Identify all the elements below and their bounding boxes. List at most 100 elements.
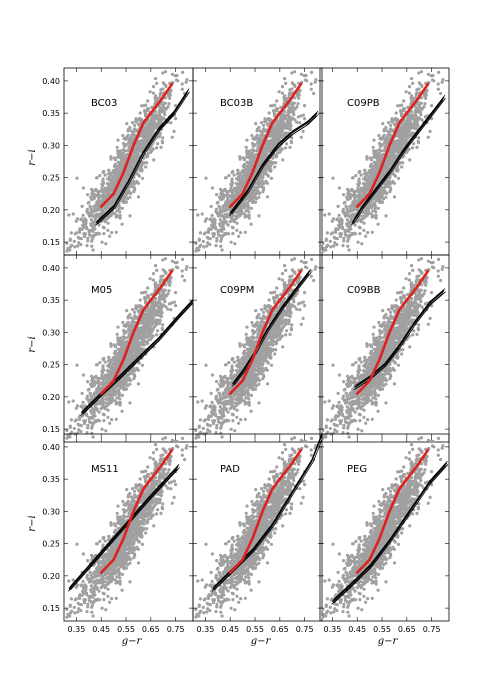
scatter-point <box>346 214 351 218</box>
scatter-point <box>121 151 125 155</box>
scatter-point <box>139 165 143 169</box>
scatter-point <box>297 96 301 100</box>
scatter-point <box>215 201 219 205</box>
scatter-point <box>130 185 135 189</box>
scatter-point <box>386 185 391 189</box>
scatter-point <box>137 174 141 178</box>
scatter-point <box>164 84 168 89</box>
scatter-point <box>69 245 73 249</box>
scatter-point <box>255 133 259 137</box>
scatter-point <box>362 211 366 215</box>
scatter-point <box>248 199 253 203</box>
scatter-point <box>403 123 407 127</box>
scatter-point <box>247 216 251 220</box>
scatter-point <box>392 146 396 150</box>
scatter-point <box>257 214 261 218</box>
scatter-point <box>383 189 387 193</box>
scatter-point <box>394 111 398 115</box>
scatter-point <box>257 163 261 167</box>
scatter-point <box>375 192 379 196</box>
scatter-point <box>150 116 154 120</box>
scatter-point <box>209 204 213 208</box>
scatter-point <box>67 213 71 217</box>
scatter-point <box>352 191 356 195</box>
scatter-point <box>331 217 335 221</box>
scatter-point <box>290 71 294 75</box>
scatter-point <box>369 165 373 169</box>
scatter-point <box>314 78 318 82</box>
scatter-point <box>242 165 246 169</box>
scatter-point <box>91 248 95 252</box>
scatter-point <box>180 82 184 86</box>
scatter-point <box>76 244 80 248</box>
scatter-point <box>101 225 105 229</box>
scatter-point <box>230 177 234 181</box>
scatter-point <box>255 197 259 201</box>
scatter-point <box>143 133 147 137</box>
scatter-point <box>309 82 313 86</box>
scatter-point <box>378 200 382 205</box>
scatter-point <box>90 237 94 241</box>
scatter-point <box>330 231 334 235</box>
scatter-point <box>239 212 243 216</box>
scatter-point <box>152 158 156 162</box>
scatter-point <box>69 231 73 235</box>
scatter-point <box>151 85 156 89</box>
scatter-point <box>237 234 241 238</box>
scatter-point <box>410 122 414 126</box>
scatter-point <box>206 241 210 245</box>
scatter-point <box>389 163 393 167</box>
scatter-point <box>335 242 339 247</box>
scatter-point <box>110 188 115 192</box>
scatter-point <box>150 292 154 296</box>
scatter-point <box>365 155 369 159</box>
scatter-point <box>106 192 110 196</box>
scatter-point <box>117 205 121 209</box>
scatter-point <box>363 168 367 172</box>
scatter-point <box>128 142 132 146</box>
scatter-point <box>354 173 358 178</box>
scatter-point <box>309 87 313 91</box>
scatter-point <box>219 214 224 218</box>
scatter-point <box>292 113 296 117</box>
scatter-point <box>321 241 325 245</box>
scatter-point <box>114 417 118 421</box>
scatter-point <box>243 230 247 234</box>
scatter-point <box>106 186 110 190</box>
scatter-point <box>263 148 267 152</box>
scatter-point <box>235 228 239 232</box>
scatter-point <box>414 116 418 120</box>
scatter-point <box>248 192 252 196</box>
scatter-point <box>412 142 416 146</box>
model-track-line <box>230 110 319 212</box>
scatter-point <box>153 113 157 117</box>
scatter-point <box>323 213 327 217</box>
scatter-point <box>298 88 302 92</box>
scatter-point <box>246 205 250 209</box>
scatter-point <box>118 216 122 220</box>
scatter-point <box>214 227 218 231</box>
scatter-point <box>135 154 139 158</box>
scatter-point <box>133 127 137 131</box>
scatter-point <box>98 173 102 178</box>
scatter-point <box>360 242 364 246</box>
scatter-point <box>227 173 231 178</box>
scatter-point <box>325 245 329 249</box>
scatter-point <box>155 97 160 101</box>
scatter-point <box>415 145 419 149</box>
model-track-line <box>95 92 188 226</box>
scatter-point <box>118 163 122 167</box>
scatter-point <box>408 158 412 162</box>
scatter-point <box>93 227 97 231</box>
scatter-point <box>298 121 302 125</box>
scatter-point <box>394 116 398 121</box>
scatter-point <box>417 71 421 75</box>
scatter-point <box>230 188 234 192</box>
scatter-point <box>350 204 354 208</box>
scatter-point <box>370 168 374 172</box>
scatter-point <box>119 199 124 203</box>
scatter-point <box>115 178 119 182</box>
scatter-point <box>337 223 341 227</box>
scatter-point <box>91 194 95 198</box>
scatter-point <box>207 227 211 231</box>
